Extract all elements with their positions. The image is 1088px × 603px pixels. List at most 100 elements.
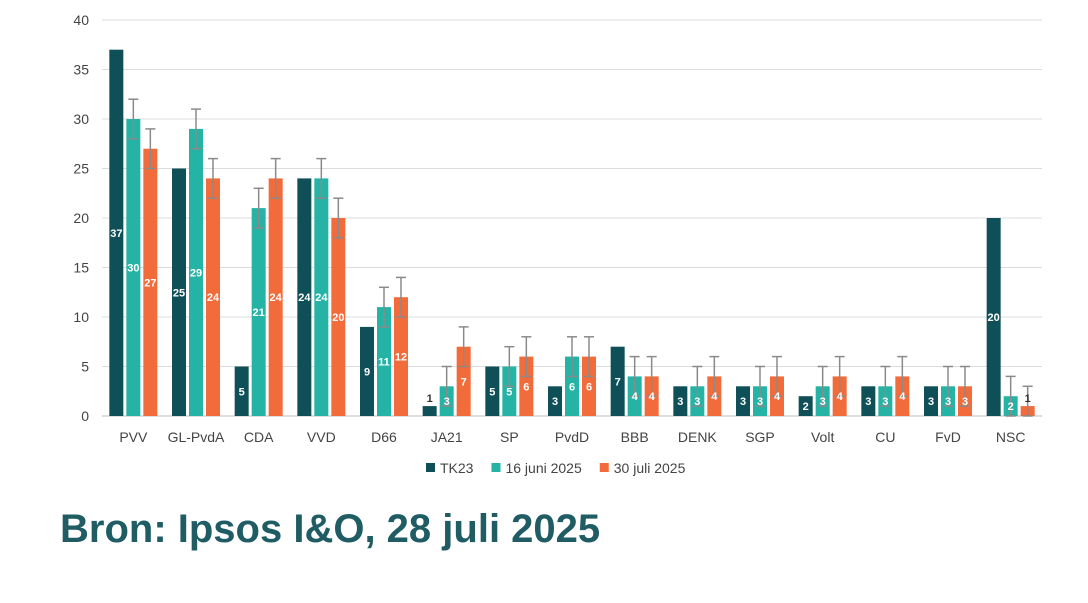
- bar: [314, 178, 329, 416]
- data-label: 4: [632, 391, 639, 403]
- bar: [565, 356, 579, 416]
- data-label: 27: [144, 277, 156, 289]
- data-label: 3: [882, 396, 888, 408]
- data-label: 4: [774, 391, 781, 403]
- bar: [924, 386, 938, 416]
- y-tick-label: 25: [73, 161, 89, 177]
- bar: [502, 366, 517, 416]
- bar: [582, 356, 596, 416]
- data-label: 3: [928, 396, 934, 408]
- data-label: 3: [694, 396, 700, 408]
- data-label: 6: [586, 381, 592, 393]
- data-label: 5: [506, 386, 512, 398]
- data-label: 3: [820, 396, 826, 408]
- data-label: 3: [677, 396, 683, 408]
- bar: [456, 346, 471, 416]
- data-label: 12: [395, 352, 407, 364]
- x-tick-label: NSC: [996, 429, 1026, 445]
- data-label: 30: [127, 263, 139, 275]
- x-tick-label: SP: [500, 429, 519, 445]
- bar: [377, 307, 391, 416]
- bar: [360, 326, 374, 416]
- bar: [143, 148, 158, 416]
- y-tick-label: 30: [73, 111, 89, 127]
- bar: [610, 346, 625, 416]
- data-label: 3: [962, 396, 968, 408]
- x-tick-label: GL-PvdA: [168, 429, 225, 445]
- x-tick-label: VVD: [307, 429, 336, 445]
- data-label: 21: [253, 307, 265, 319]
- y-tick-label: 35: [73, 62, 89, 78]
- x-tick-label: DENK: [678, 429, 718, 445]
- data-label: 9: [364, 366, 370, 378]
- data-label: 4: [711, 391, 718, 403]
- data-label: 24: [270, 292, 283, 304]
- data-label: 7: [615, 376, 621, 388]
- bar: [109, 49, 124, 416]
- y-tick-label: 5: [81, 359, 89, 375]
- source-caption: Bron: Ipsos I&O, 28 juli 2025: [60, 507, 601, 551]
- data-label: 3: [552, 396, 558, 408]
- bar: [394, 297, 408, 416]
- data-label: 3: [945, 396, 951, 408]
- bar: [736, 386, 750, 416]
- bar: [172, 168, 186, 416]
- y-tick-label: 15: [73, 260, 89, 276]
- y-tick-label: 10: [73, 309, 89, 325]
- data-label: 5: [489, 386, 495, 398]
- data-label: 24: [315, 292, 328, 304]
- x-tick-label: D66: [371, 429, 397, 445]
- bar: [986, 218, 1001, 416]
- y-tick-label: 40: [73, 12, 89, 28]
- data-label: 37: [110, 228, 122, 240]
- bar: [234, 366, 249, 416]
- x-tick-label: CU: [875, 429, 895, 445]
- data-label: 6: [569, 381, 575, 393]
- x-tick-label: BBB: [621, 429, 649, 445]
- data-label: 25: [173, 287, 185, 299]
- legend-swatch: [491, 463, 501, 472]
- bar: [206, 178, 220, 416]
- data-label: 1: [427, 393, 433, 405]
- y-tick-label: 0: [81, 408, 89, 424]
- data-label: 2: [1008, 401, 1014, 413]
- data-label: 2: [803, 401, 809, 413]
- bar-chart: 0510152025303540373027PVV252924GL-PvdA52…: [73, 12, 1042, 476]
- data-label: 3: [865, 396, 871, 408]
- bar: [422, 406, 437, 416]
- bar: [251, 208, 266, 416]
- x-tick-label: PvdD: [555, 429, 589, 445]
- data-label: 24: [298, 292, 311, 304]
- x-tick-label: JA21: [431, 429, 463, 445]
- data-label: 3: [444, 396, 450, 408]
- legend-swatch: [426, 463, 435, 472]
- data-label: 20: [332, 312, 344, 324]
- data-label: 4: [899, 391, 906, 403]
- data-label: 11: [378, 357, 390, 369]
- data-label: 7: [461, 376, 467, 388]
- x-tick-label: PVV: [119, 429, 148, 445]
- bar: [297, 178, 312, 416]
- data-label: 5: [239, 386, 245, 398]
- data-label: 3: [740, 396, 746, 408]
- bar: [548, 386, 562, 416]
- bar: [519, 356, 534, 416]
- data-label: 3: [757, 396, 763, 408]
- data-label: 4: [837, 391, 844, 403]
- data-label: 4: [649, 391, 656, 403]
- bar: [189, 128, 203, 416]
- legend-label: 16 juni 2025: [505, 460, 582, 476]
- x-tick-label: CDA: [244, 429, 274, 445]
- legend-label: TK23: [440, 460, 474, 476]
- data-label: 24: [207, 292, 220, 304]
- legend-label: 30 juli 2025: [614, 460, 686, 476]
- x-tick-label: SGP: [745, 429, 775, 445]
- bar: [861, 386, 876, 416]
- legend-swatch: [599, 463, 609, 472]
- bar: [268, 178, 283, 416]
- y-tick-label: 20: [73, 210, 89, 226]
- data-label: 20: [988, 312, 1000, 324]
- x-tick-label: Volt: [811, 429, 834, 445]
- bar: [485, 366, 500, 416]
- bar: [126, 119, 141, 416]
